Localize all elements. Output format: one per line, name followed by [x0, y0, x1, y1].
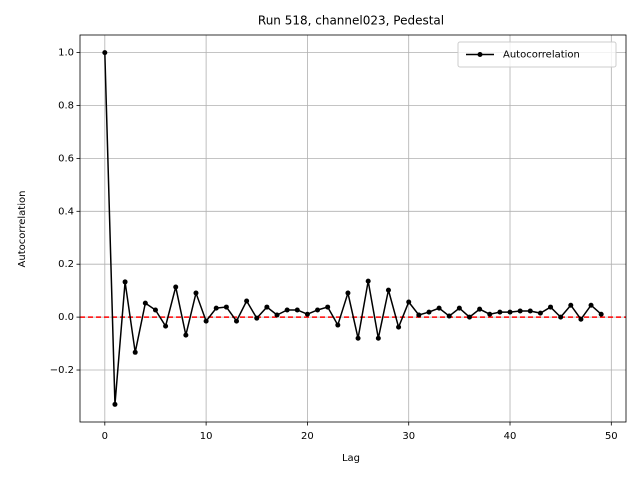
- data-point: [396, 324, 402, 330]
- data-point: [102, 50, 108, 56]
- data-point: [578, 316, 584, 322]
- data-point: [598, 311, 604, 317]
- data-point: [497, 309, 503, 315]
- data-point: [254, 315, 260, 321]
- data-point: [355, 335, 361, 341]
- y-tick-label: 0.6: [58, 153, 74, 164]
- data-point: [223, 304, 229, 310]
- data-point: [122, 279, 128, 285]
- data-point: [456, 305, 462, 311]
- data-point: [142, 300, 148, 306]
- data-point: [527, 308, 533, 314]
- data-point: [568, 302, 574, 308]
- y-tick-label: 1.0: [58, 48, 74, 59]
- data-point: [487, 311, 493, 317]
- y-tick-label: 0.2: [58, 259, 74, 270]
- x-tick-label: 50: [605, 431, 618, 442]
- data-point: [335, 322, 341, 328]
- data-point: [183, 332, 189, 338]
- data-point: [588, 302, 594, 308]
- y-tick-label: 0.4: [58, 206, 74, 217]
- y-axis-label: Autocorrelation: [17, 191, 28, 268]
- data-point: [284, 307, 290, 313]
- x-tick-label: 30: [402, 431, 415, 442]
- data-point: [274, 312, 280, 318]
- legend-marker: [477, 52, 483, 57]
- legend-box: [457, 41, 617, 68]
- axes-frame: [79, 34, 627, 423]
- data-point: [517, 308, 523, 314]
- data-point: [477, 306, 483, 312]
- data-point: [213, 305, 219, 311]
- legend-label: Autocorrelation: [503, 50, 580, 61]
- data-point: [375, 335, 381, 341]
- data-point: [416, 312, 422, 318]
- data-point: [193, 290, 199, 296]
- x-tick-label: 20: [301, 431, 314, 442]
- data-point: [173, 284, 179, 290]
- data-point: [294, 307, 300, 313]
- chart-title: Run 518, channel023, Pedestal: [258, 14, 444, 28]
- data-point: [406, 299, 412, 305]
- data-point: [152, 307, 158, 313]
- data-point: [304, 311, 310, 317]
- x-tick-label: 0: [102, 431, 108, 442]
- y-tick-label: −0.2: [50, 365, 74, 376]
- data-point: [446, 313, 452, 319]
- data-point: [436, 305, 442, 311]
- data-point: [244, 298, 250, 304]
- data-point: [234, 318, 240, 324]
- data-point: [163, 323, 169, 329]
- y-tick-label: 0.8: [58, 100, 74, 111]
- data-point: [365, 278, 371, 284]
- data-point: [112, 401, 118, 407]
- x-tick-label: 40: [504, 431, 517, 442]
- x-tick-label: 10: [200, 431, 213, 442]
- data-point: [507, 309, 513, 315]
- data-point: [203, 318, 209, 324]
- data-point: [466, 314, 472, 320]
- data-point: [264, 304, 270, 310]
- data-point: [426, 309, 432, 315]
- data-point: [558, 314, 564, 320]
- data-point: [548, 304, 554, 310]
- data-point: [132, 349, 138, 355]
- y-tick-label: 0.0: [58, 312, 74, 323]
- data-point: [345, 290, 351, 296]
- data-point: [325, 304, 331, 310]
- data-point: [537, 310, 543, 316]
- data-point: [315, 307, 321, 313]
- data-point: [385, 287, 391, 293]
- x-axis-label: Lag: [342, 453, 360, 464]
